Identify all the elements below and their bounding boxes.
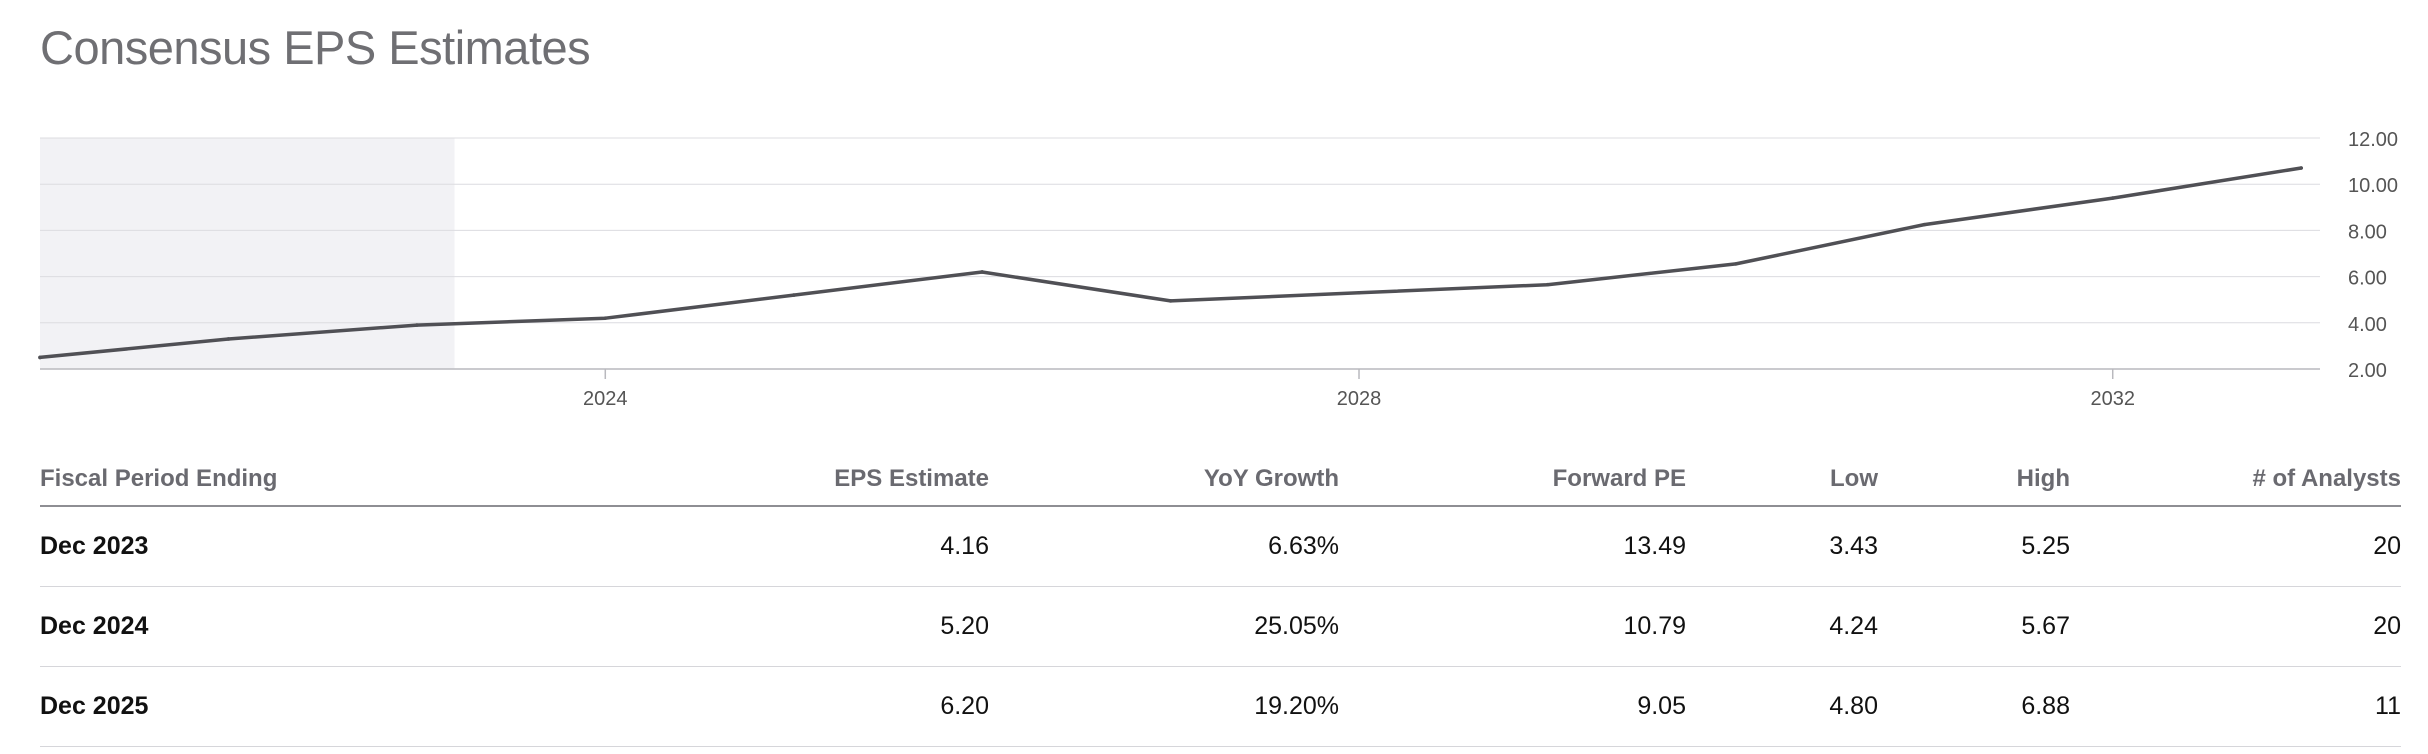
cell-high: 6.88 [1878,666,2070,747]
eps-line-chart: 2.00 4.00 6.00 8.00 10.00 12.00 2024 2028 2032 [38,129,2398,410]
cell-forward-pe: 9.05 [1339,666,1686,747]
header-forward-pe[interactable]: Forward PE [1339,453,1686,507]
y-tick-label: 10.00 [2348,175,2398,197]
cell-low: 4.80 [1686,666,1878,747]
eps-data-point [1545,282,1550,287]
eps-data-point [980,270,984,274]
cell-forward-pe: 13.49 [1339,506,1686,587]
eps-data-point [603,316,608,320]
cell-yoy-growth: 25.05% [989,586,1339,667]
cell-high: 5.25 [1878,506,2070,587]
eps-data-point [38,355,42,360]
page-title: Consensus EPS Estimates [40,21,591,74]
table-row: Dec 2025 6.20 19.20% 9.05 4.80 6.88 11 [40,666,2401,747]
cell-period: Dec 2024 [40,586,560,667]
eps-data-point [226,337,231,341]
y-tick-label: 2.00 [2348,360,2387,382]
y-tick-label: 6.00 [2348,268,2387,290]
cell-eps-estimate: 5.20 [560,586,989,667]
eps-data-point [415,323,419,327]
header-yoy-growth[interactable]: YoY Growth [989,453,1339,507]
cell-low: 3.43 [1686,506,1878,587]
eps-data-point [1168,299,1173,303]
table-row: Dec 2023 4.16 6.63% 13.49 3.43 5.25 20 [40,506,2401,587]
cell-low: 4.24 [1686,586,1878,667]
eps-data-point [1922,222,1927,227]
cell-eps-estimate: 6.20 [560,666,989,747]
y-tick-label: 4.00 [2348,314,2387,336]
cell-num-analysts: 11 [2070,666,2401,747]
x-tick-label: 2024 [583,388,628,410]
eps-data-point [2110,196,2115,200]
header-low[interactable]: Low [1686,453,1878,507]
eps-data-point [791,293,796,297]
cell-period: Dec 2025 [40,666,560,747]
eps-data-point [2299,166,2303,170]
y-tick-label: 12.00 [2348,129,2398,151]
historical-shade [40,138,455,369]
cell-eps-estimate: 4.16 [560,506,989,587]
header-eps-estimate[interactable]: EPS Estimate [560,453,989,507]
header-fiscal-period[interactable]: Fiscal Period Ending [40,453,560,507]
eps-data-point [1357,290,1361,295]
eps-estimates-table: Fiscal Period Ending EPS Estimate YoY Gr… [40,453,2401,747]
x-tick-label: 2032 [2090,388,2135,410]
y-tick-label: 8.00 [2348,221,2387,243]
table-row: Dec 2024 5.20 25.05% 10.79 4.24 5.67 20 [40,586,2401,667]
table-header-row: Fiscal Period Ending EPS Estimate YoY Gr… [40,453,2401,507]
cell-yoy-growth: 19.20% [989,666,1339,747]
x-tick-label: 2028 [1337,388,1382,410]
cell-high: 5.67 [1878,586,2070,667]
eps-data-point [1734,262,1738,266]
cell-num-analysts: 20 [2070,586,2401,667]
cell-yoy-growth: 6.63% [989,506,1339,587]
header-num-analysts[interactable]: # of Analysts [2070,453,2401,507]
header-high[interactable]: High [1878,453,2070,507]
cell-num-analysts: 20 [2070,506,2401,587]
cell-period: Dec 2023 [40,506,560,587]
cell-forward-pe: 10.79 [1339,586,1686,667]
